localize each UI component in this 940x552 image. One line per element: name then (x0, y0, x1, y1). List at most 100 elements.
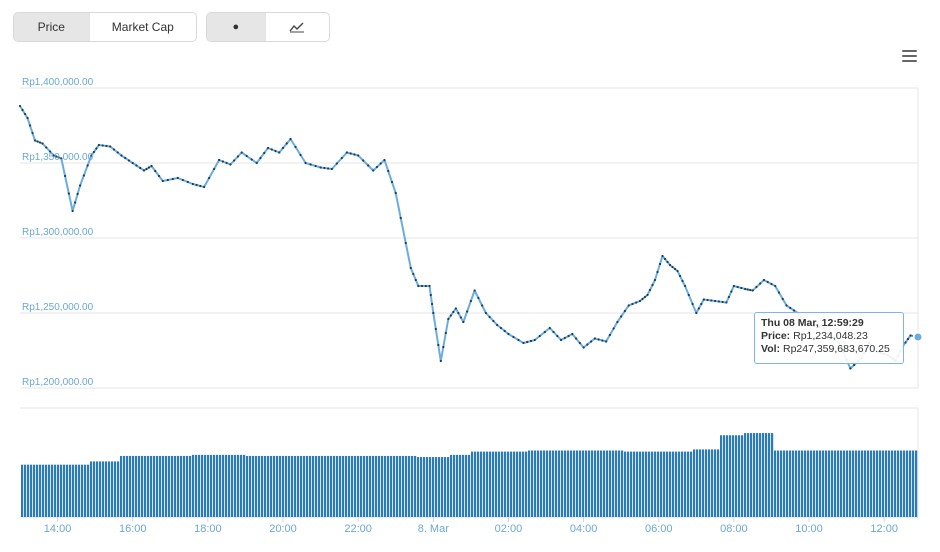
price-point (131, 161, 134, 165)
dot-icon[interactable]: ● (207, 13, 265, 41)
price-point (668, 263, 672, 267)
volume-bar (459, 454, 462, 517)
volume-bar (162, 455, 165, 517)
price-point (327, 167, 330, 170)
price-tab[interactable]: Price (14, 13, 89, 41)
volume-bar (27, 464, 30, 517)
volume-bar (306, 455, 309, 517)
volume-bar (723, 435, 726, 517)
volume-bar (261, 455, 264, 517)
line-chart-icon[interactable] (264, 13, 329, 41)
volume-bar (909, 450, 912, 517)
volume-bar (366, 455, 369, 517)
volume-bar (591, 450, 594, 517)
price-point (340, 156, 343, 160)
volume-bar (258, 455, 261, 517)
hamburger-menu-icon[interactable] (902, 50, 917, 62)
volume-bar (816, 450, 819, 517)
price-point (150, 164, 153, 168)
price-point (623, 309, 627, 313)
volume-bar (189, 455, 192, 517)
price-point (522, 341, 525, 345)
price-point (744, 287, 747, 291)
volume-bar (552, 450, 555, 517)
price-point (781, 297, 784, 301)
volume-bar (243, 454, 246, 517)
y-tick-label: Rp1,350,000.00 (22, 152, 94, 163)
volume-bar (783, 450, 786, 517)
volume-bar (120, 455, 123, 517)
x-tick-label: 14:00 (44, 523, 72, 535)
price-point (357, 154, 360, 157)
price-point (736, 285, 739, 289)
price-point (678, 274, 682, 278)
price-point (45, 146, 48, 149)
volume-bar (396, 455, 399, 517)
price-point (120, 154, 123, 157)
volume-bar (828, 450, 831, 517)
price-point (697, 307, 700, 310)
price-point (567, 334, 570, 338)
price-point (612, 327, 615, 330)
price-point (653, 278, 657, 282)
volume-bar (213, 454, 216, 517)
volume-bar (69, 464, 72, 517)
volume-bar (195, 454, 198, 517)
volume-bar (462, 454, 465, 517)
volume-bar (903, 450, 906, 517)
price-point (424, 284, 427, 288)
volume-bar (528, 450, 531, 517)
volume-bar (702, 449, 705, 517)
volume-bar (657, 451, 660, 517)
volume-bar (303, 455, 306, 517)
price-point (345, 151, 348, 154)
price-point (28, 124, 32, 127)
tooltip-price-value: Rp1,234,048.23 (793, 330, 868, 342)
price-point (721, 300, 724, 304)
volume-bar (891, 450, 894, 517)
price-point (661, 254, 664, 258)
volume-bar (585, 450, 588, 517)
volume-bar (198, 454, 201, 517)
volume-bar (741, 435, 744, 517)
volume-bar (132, 455, 135, 517)
volume-bar (111, 461, 114, 517)
volume-bar (501, 451, 504, 517)
price-point (127, 159, 131, 162)
x-tick-label: 8. Mar (418, 523, 450, 535)
price-point (236, 155, 240, 158)
hover-point[interactable] (912, 331, 924, 343)
volume-bar (654, 451, 657, 517)
volume-bar (675, 451, 678, 517)
volume-bar (840, 450, 843, 517)
volume-bar (762, 433, 765, 517)
volume-bar (912, 450, 915, 517)
volume-bar (351, 455, 354, 517)
price-point (582, 346, 585, 349)
volume-bar (819, 450, 822, 517)
volume-bar (480, 451, 483, 517)
tooltip-vol-label: Vol: (761, 343, 781, 355)
price-point (245, 154, 248, 158)
price-point (23, 112, 27, 116)
volume-bar (540, 450, 543, 517)
volume-bar (831, 450, 834, 517)
price-point (186, 180, 189, 184)
volume-bar (774, 450, 777, 517)
price-point (139, 166, 142, 170)
price-point (459, 316, 462, 319)
price-point (466, 310, 469, 313)
volume-bar (234, 454, 237, 517)
market-cap-tab[interactable]: Market Cap (88, 13, 196, 41)
volume-bar (756, 433, 759, 517)
price-point (725, 301, 728, 304)
volume-bar (105, 461, 108, 517)
price-point (702, 298, 705, 301)
price-point (548, 326, 551, 330)
volume-bar (108, 461, 111, 517)
price-point (55, 155, 58, 158)
price-point (529, 339, 533, 343)
price-point (469, 299, 472, 303)
price-point (507, 332, 510, 336)
price-point (792, 309, 796, 312)
